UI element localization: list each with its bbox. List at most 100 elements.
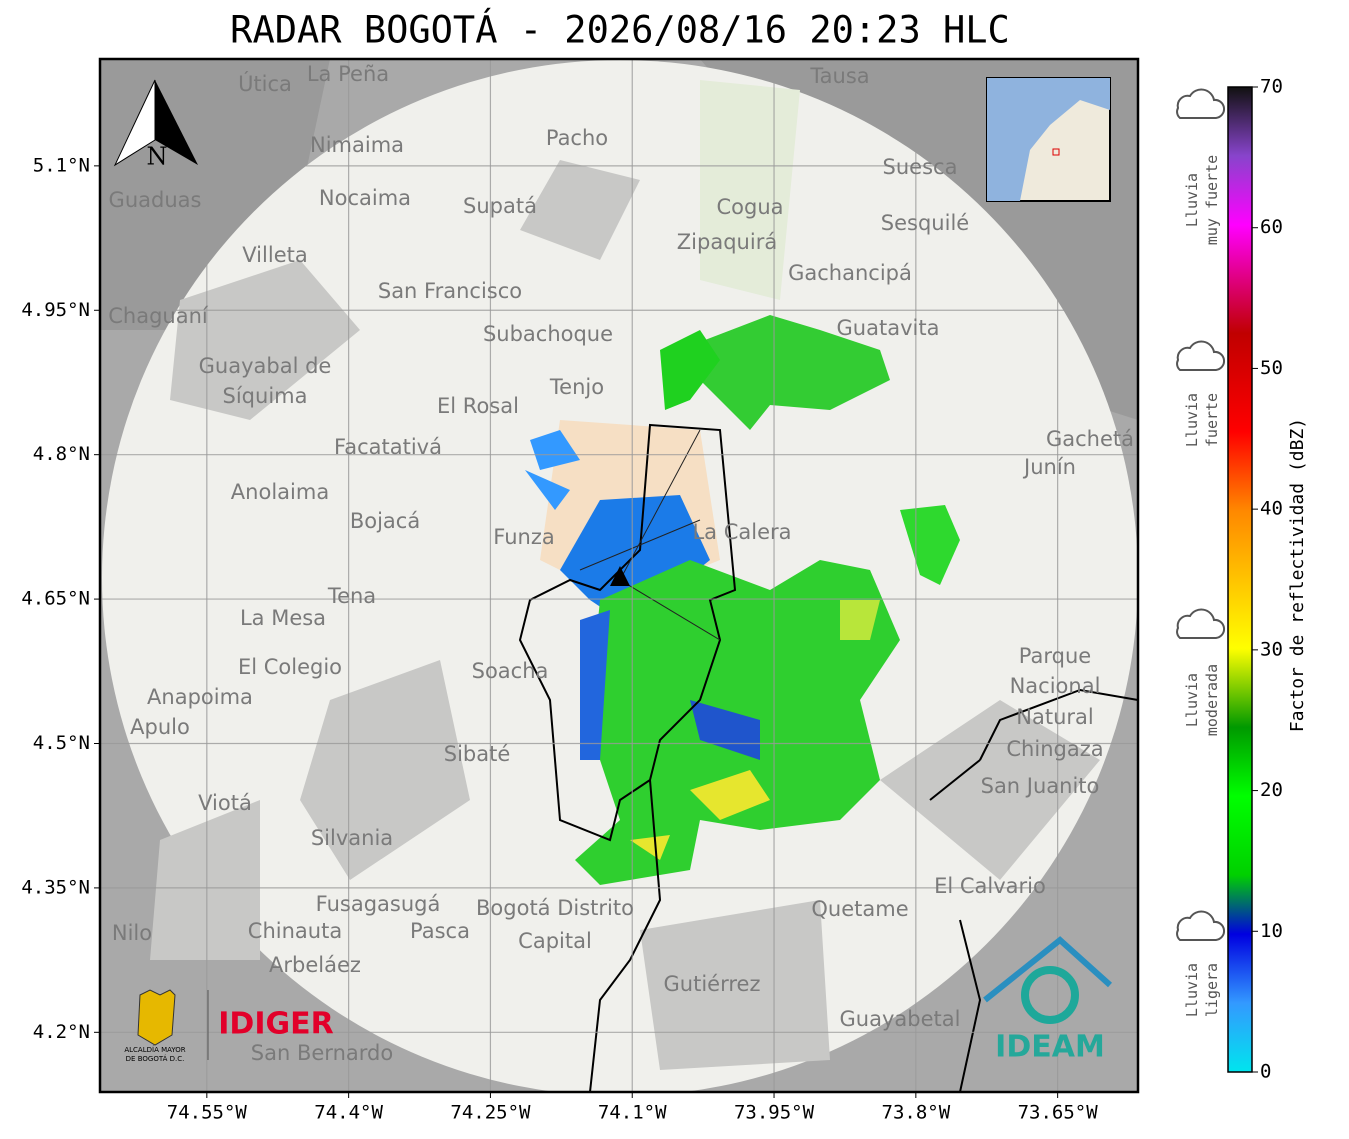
- lat-tick-label: 4.8°N: [33, 443, 90, 465]
- colorbar-tick-label: 0: [1260, 1061, 1271, 1083]
- place-label: El Colegio: [238, 655, 342, 679]
- rain-level-label: Lluvia: [1183, 173, 1201, 227]
- place-label: Bojacá: [350, 509, 420, 533]
- place-label: Chingaza: [1006, 737, 1103, 761]
- alcaldia-shield: [137, 989, 176, 1046]
- colorbar-tick-label: 10: [1260, 920, 1283, 942]
- place-label: San Francisco: [378, 279, 522, 303]
- place-label: Guaduas: [109, 188, 202, 212]
- place-label: El Rosal: [437, 394, 519, 418]
- place-label: Funza: [493, 525, 554, 549]
- place-label: Apulo: [130, 715, 190, 739]
- place-label: La Peña: [307, 62, 389, 86]
- place-label: Guatavita: [837, 316, 940, 340]
- rain-icon: [1176, 608, 1225, 639]
- lon-tick-label: 73.8°W: [882, 1102, 951, 1124]
- place-label: Silvania: [311, 826, 393, 850]
- place-label: Bogotá Distrito: [476, 896, 634, 920]
- terrain: [150, 160, 1100, 1070]
- place-label: La Calera: [692, 520, 791, 544]
- colorbar-tick-label: 70: [1260, 76, 1283, 98]
- place-label: Gachetá: [1046, 427, 1134, 451]
- ideam-emblem: [1021, 966, 1079, 1024]
- place-label: Subachoque: [483, 322, 613, 346]
- place-label: Zipaquirá: [677, 230, 777, 254]
- logo-text: IDEAM: [995, 1030, 1105, 1065]
- place-label: Arbeláez: [269, 953, 361, 977]
- place-label: Capital: [518, 929, 592, 953]
- place-label: Soacha: [472, 659, 549, 683]
- place-label: Cogua: [716, 195, 783, 219]
- place-label: Gutiérrez: [664, 972, 761, 996]
- place-label: Guayabetal: [840, 1007, 961, 1031]
- title: RADAR BOGOTÁ - 2026/08/16 20:23 HLC: [230, 8, 1010, 52]
- place-label: Supatá: [463, 194, 537, 218]
- place-label: Viotá: [198, 791, 252, 815]
- place-label: Nacional: [1010, 674, 1101, 698]
- place-label: Tenjo: [549, 375, 604, 399]
- lon-tick-label: 73.95°W: [734, 1102, 815, 1124]
- inset-sea: [987, 78, 1110, 201]
- place-label: Parque: [1019, 644, 1091, 668]
- place-label: Anapoima: [147, 685, 253, 709]
- lon-tick-label: 74.55°W: [167, 1102, 248, 1124]
- place-label: Pacho: [546, 126, 608, 150]
- colorbar-tick-label: 30: [1260, 638, 1283, 660]
- lat-tick-label: 4.2°N: [33, 1021, 90, 1043]
- radar-site: [610, 566, 630, 586]
- place-label: Junín: [1022, 455, 1076, 479]
- place-label: San Juanito: [981, 774, 1100, 798]
- place-label: Nilo: [112, 921, 152, 945]
- place-label: Sibaté: [444, 742, 511, 766]
- place-label: Sesquilé: [881, 211, 969, 235]
- place-label: Síquima: [223, 384, 308, 408]
- place-label: Tausa: [809, 64, 869, 88]
- lat-tick-label: 4.5°N: [33, 732, 90, 754]
- lat-tick-label: 4.35°N: [21, 876, 90, 898]
- rain-level-label: fuerte: [1203, 393, 1221, 447]
- colorbar-tick-label: 60: [1260, 216, 1283, 238]
- rain-icon: [1176, 910, 1225, 941]
- lat-tick-label: 4.65°N: [21, 588, 90, 610]
- lon-tick-label: 74.1°W: [598, 1102, 667, 1124]
- park: [700, 80, 800, 300]
- colorbar-tick-label: 20: [1260, 779, 1283, 801]
- colorbar-tick-label: 50: [1260, 357, 1283, 379]
- place-label: Chinauta: [248, 919, 342, 943]
- lon-tick-label: 73.65°W: [1018, 1102, 1099, 1124]
- radar-echo: [525, 315, 960, 885]
- colorbar: [1227, 86, 1253, 1073]
- ideam-emblem: [983, 936, 1113, 1003]
- logo-text: IDIGER: [218, 1007, 333, 1042]
- place-label: Gachancipá: [788, 261, 912, 285]
- place-label: Villeta: [242, 243, 307, 267]
- place-label: Tena: [327, 584, 376, 608]
- graticule: [100, 59, 1138, 1092]
- rain-icon: [1176, 340, 1225, 371]
- place-label: Facatativá: [334, 435, 442, 459]
- place-label: Natural: [1016, 705, 1093, 729]
- place-label: Nocaima: [319, 186, 411, 210]
- rain-level-label: Lluvia: [1183, 673, 1201, 727]
- rain-icon: [1176, 88, 1225, 119]
- place-labels: La Peña Útica Tausa Pacho Nimaima Suesca Guadu…: [108, 62, 1134, 1065]
- place-label: Útica: [238, 71, 292, 96]
- colorbar-tick-label: 40: [1260, 498, 1283, 520]
- place-label: Fusagasugá: [316, 892, 441, 916]
- map-frame: [98, 57, 1140, 1094]
- lon-tick-label: 74.4°W: [314, 1102, 383, 1124]
- lat-tick-label: 5.1°N: [33, 154, 90, 176]
- rain-level-label: Lluvia: [1183, 393, 1201, 447]
- lat-tick-label: 4.95°N: [21, 299, 90, 321]
- place-label: Nimaima: [310, 133, 404, 157]
- rain-level-label: Lluvia: [1183, 963, 1201, 1017]
- colorbar-label: Factor de reflectividad (dBZ): [1287, 418, 1308, 732]
- place-label: La Mesa: [240, 606, 326, 630]
- place-label: El Calvario: [934, 874, 1046, 898]
- map: La Peña Útica Tausa Pacho Nimaima Suesca Guadu…: [100, 59, 1138, 1092]
- place-label: Quetame: [811, 897, 908, 921]
- lon-tick-label: 74.25°W: [450, 1102, 531, 1124]
- place-label: San Bernardo: [251, 1041, 393, 1065]
- north-label: N: [147, 143, 168, 171]
